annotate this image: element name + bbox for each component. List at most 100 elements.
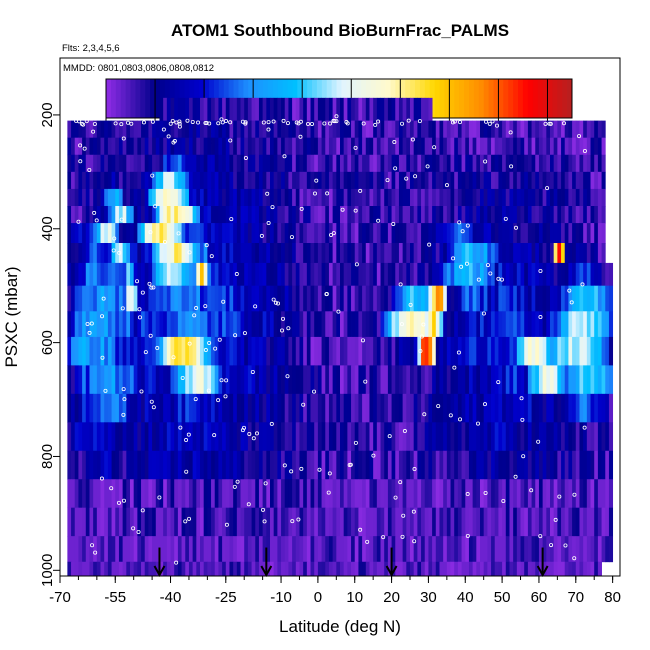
heatmap-cell (421, 507, 426, 537)
heatmap-cell (398, 262, 404, 287)
observation-point (361, 121, 366, 126)
heatmap-cell (476, 262, 481, 287)
heatmap-cell (214, 365, 219, 395)
heatmap-cell (491, 479, 496, 509)
heatmap-cell (527, 188, 532, 207)
heatmap-cell (421, 336, 426, 366)
heatmap-cell (550, 223, 555, 244)
heatmap-cell (561, 206, 566, 224)
heatmap-cell (288, 188, 293, 207)
heatmap-cell (343, 393, 348, 423)
heatmap-cell (137, 223, 142, 244)
heatmap-cell (384, 154, 389, 173)
heatmap-cell (575, 393, 580, 423)
heatmap-cell (561, 311, 566, 338)
heatmap-cell (225, 285, 230, 312)
heatmap-cell (586, 285, 591, 312)
heatmap-cell (166, 243, 171, 264)
heatmap-cell (325, 507, 330, 537)
observation-point (485, 263, 490, 268)
heatmap-cell (446, 262, 451, 287)
heatmap-cell (468, 171, 474, 190)
heatmap-cell (89, 206, 94, 224)
heatmap-cell (435, 223, 440, 244)
heatmap-cell (535, 365, 540, 395)
heatmap-cell (67, 450, 72, 480)
heatmap-cell (605, 262, 610, 287)
heatmap-cell (159, 97, 164, 122)
heatmap-cell (258, 120, 264, 139)
heatmap-cell (306, 422, 311, 452)
heatmap-cell (546, 285, 551, 312)
heatmap-cell (188, 154, 194, 173)
heatmap-cell (137, 120, 142, 139)
heatmap-cell (247, 154, 252, 173)
heatmap-cell (439, 422, 444, 452)
heatmap-cell (428, 171, 433, 190)
heatmap-cell (410, 285, 415, 312)
heatmap-cell (487, 285, 492, 312)
heatmap-cell (292, 365, 297, 395)
heatmap-cell (163, 365, 168, 395)
observation-point (290, 519, 295, 524)
heatmap-cell (531, 137, 536, 156)
heatmap-cell (561, 536, 566, 563)
heatmap-cell (347, 120, 352, 139)
heatmap-cell (266, 223, 271, 244)
heatmap-cell (535, 285, 540, 312)
heatmap-cell (192, 507, 197, 537)
heatmap-cell (277, 243, 282, 264)
observation-point (250, 369, 255, 374)
observation-point (147, 281, 152, 286)
heatmap-cell (196, 154, 201, 173)
heatmap-cell (542, 243, 547, 264)
heatmap-cell (71, 206, 76, 224)
observation-point (569, 300, 574, 305)
heatmap-cell (317, 422, 322, 452)
heatmap-cell (93, 243, 98, 264)
heatmap-cell (590, 422, 595, 452)
heatmap-cell (148, 365, 153, 395)
heatmap-cell (402, 188, 407, 207)
heatmap-cell (402, 393, 407, 423)
heatmap-cell (332, 561, 337, 576)
heatmap-cell (550, 561, 555, 576)
heatmap-cell (594, 561, 599, 576)
heatmap-cell (174, 223, 179, 244)
heatmap-cell (457, 171, 462, 190)
heatmap-cell (432, 336, 437, 366)
heatmap-cell (240, 97, 245, 122)
heatmap-cell (85, 311, 90, 338)
observation-point (171, 140, 176, 145)
observation-point (296, 517, 301, 522)
heatmap-cell (100, 171, 105, 190)
heatmap-cell (281, 393, 286, 423)
heatmap-cell (542, 336, 547, 366)
heatmap-cell (170, 243, 175, 264)
heatmap-cell (111, 223, 116, 244)
heatmap-cell (78, 507, 83, 537)
heatmap-cell (85, 450, 90, 480)
heatmap-cell (255, 536, 260, 563)
heatmap-cell (236, 536, 241, 563)
heatmap-cell (564, 137, 569, 156)
heatmap-cell (428, 393, 433, 423)
heatmap-cell (454, 479, 459, 509)
heatmap-cell (200, 171, 205, 190)
heatmap-cell (310, 206, 315, 224)
heatmap-cell (148, 507, 153, 537)
heatmap-cell (564, 262, 569, 287)
heatmap-cell (579, 536, 584, 563)
heatmap-cell (122, 422, 127, 452)
heatmap-cell (207, 188, 212, 207)
heatmap-cell (502, 536, 507, 563)
heatmap-cell (107, 336, 112, 366)
heatmap-cell (535, 507, 540, 537)
heatmap-cell (480, 243, 485, 264)
observation-point (153, 204, 158, 209)
heatmap-cell (586, 393, 591, 423)
observation-point (286, 326, 291, 331)
heatmap-cell (299, 154, 304, 173)
heatmap-cell (270, 422, 275, 452)
heatmap-cell (480, 479, 485, 509)
